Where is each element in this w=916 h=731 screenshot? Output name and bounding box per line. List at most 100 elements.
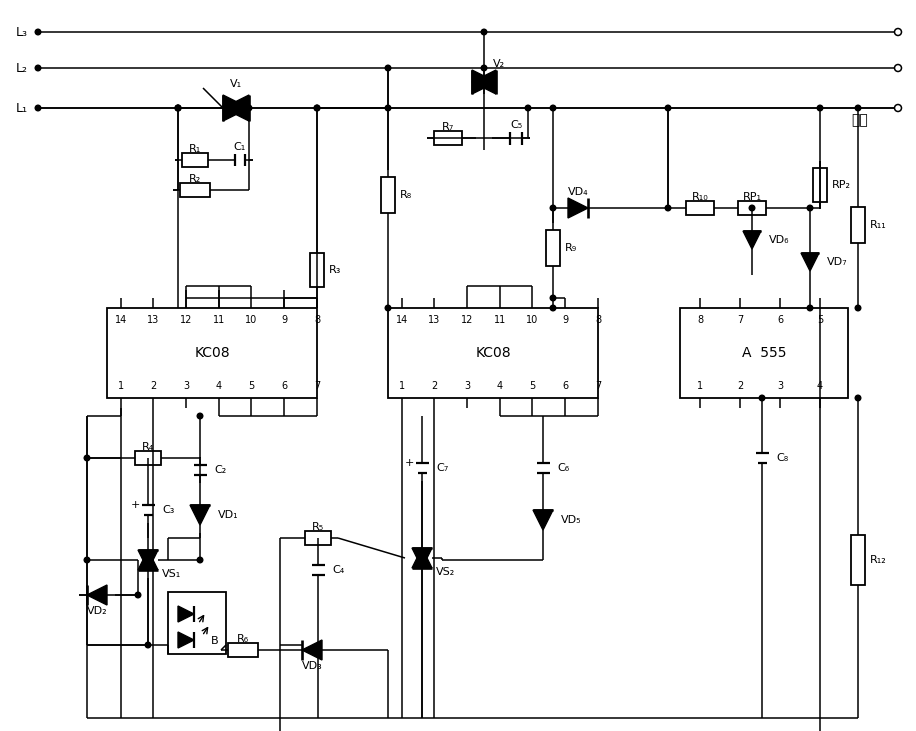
Text: 10: 10 (245, 315, 257, 325)
Text: C₅: C₅ (510, 120, 522, 130)
Circle shape (749, 205, 755, 211)
Polygon shape (801, 253, 819, 271)
Circle shape (146, 643, 151, 648)
Text: 负载: 负载 (852, 113, 868, 127)
Polygon shape (568, 198, 588, 218)
Text: VD₆: VD₆ (769, 235, 790, 245)
Text: 3: 3 (777, 381, 783, 391)
Bar (107, 308, 317, 398)
Circle shape (759, 395, 765, 401)
Text: 4: 4 (497, 381, 503, 391)
Circle shape (197, 413, 202, 419)
Text: 11: 11 (494, 315, 507, 325)
Bar (851, 535, 865, 585)
Bar (851, 207, 865, 243)
Circle shape (856, 105, 861, 111)
Polygon shape (223, 95, 249, 121)
Circle shape (386, 105, 391, 111)
Bar (228, 643, 258, 657)
Text: 14: 14 (396, 315, 409, 325)
Text: 4: 4 (817, 381, 823, 391)
Circle shape (807, 306, 812, 311)
Polygon shape (472, 70, 496, 94)
Text: V₂: V₂ (493, 59, 505, 69)
Bar (168, 592, 226, 654)
Polygon shape (302, 640, 322, 660)
Circle shape (197, 557, 202, 563)
Polygon shape (472, 70, 496, 94)
Text: 5: 5 (529, 381, 535, 391)
Bar (310, 253, 324, 287)
Text: C₁: C₁ (234, 142, 246, 152)
Circle shape (386, 306, 391, 311)
Text: L₁: L₁ (16, 102, 28, 115)
Text: B: B (211, 636, 218, 646)
Bar (434, 131, 462, 145)
Text: VD₄: VD₄ (568, 187, 588, 197)
Circle shape (84, 557, 90, 563)
Circle shape (551, 295, 556, 300)
Bar (680, 308, 848, 398)
Text: R₂: R₂ (189, 174, 202, 184)
Polygon shape (178, 606, 194, 622)
Polygon shape (533, 510, 553, 530)
Polygon shape (138, 550, 158, 570)
Text: R₇: R₇ (442, 122, 454, 132)
Bar (388, 308, 598, 398)
Bar (738, 201, 766, 215)
Text: 1: 1 (399, 381, 405, 391)
Text: 5: 5 (817, 315, 823, 325)
Text: VD₅: VD₅ (561, 515, 582, 525)
Circle shape (481, 29, 486, 35)
Text: 2: 2 (150, 381, 156, 391)
Text: A  555: A 555 (742, 346, 786, 360)
Circle shape (856, 306, 861, 311)
Text: C₂: C₂ (214, 465, 226, 475)
Polygon shape (87, 585, 107, 605)
Text: V₁: V₁ (230, 79, 242, 89)
Text: 6: 6 (777, 315, 783, 325)
Text: 7: 7 (736, 315, 743, 325)
Text: R₈: R₈ (400, 190, 412, 200)
Text: 7: 7 (314, 381, 320, 391)
Text: VD₃: VD₃ (301, 661, 322, 671)
Text: VS₂: VS₂ (436, 567, 455, 577)
Text: R₁₁: R₁₁ (870, 220, 887, 230)
Text: C₈: C₈ (776, 453, 788, 463)
Circle shape (175, 105, 180, 111)
Circle shape (136, 592, 141, 598)
Bar (305, 531, 331, 545)
Bar (686, 201, 714, 215)
Circle shape (525, 105, 530, 111)
Text: R₄: R₄ (142, 442, 154, 452)
Bar (180, 183, 210, 197)
Text: VD₇: VD₇ (827, 257, 847, 267)
Text: 3: 3 (463, 381, 470, 391)
Circle shape (314, 105, 320, 111)
Bar (546, 230, 560, 266)
Text: R₃: R₃ (329, 265, 342, 275)
Circle shape (895, 29, 901, 36)
Polygon shape (138, 550, 158, 570)
Text: R₆: R₆ (237, 634, 249, 644)
Text: 11: 11 (213, 315, 225, 325)
Text: 3: 3 (183, 381, 189, 391)
Text: 8: 8 (594, 315, 601, 325)
Text: 12: 12 (461, 315, 474, 325)
Circle shape (895, 105, 901, 112)
Text: R₁₂: R₁₂ (870, 555, 887, 565)
Text: +: + (131, 500, 140, 510)
Text: 4: 4 (216, 381, 222, 391)
Circle shape (84, 455, 90, 461)
Circle shape (856, 395, 861, 401)
Text: 9: 9 (562, 315, 568, 325)
Text: RP₂: RP₂ (832, 180, 851, 190)
Circle shape (807, 205, 812, 211)
Text: +: + (405, 458, 414, 468)
Polygon shape (190, 505, 210, 525)
Text: 8: 8 (697, 315, 703, 325)
Circle shape (175, 105, 180, 111)
Circle shape (35, 29, 41, 35)
Circle shape (551, 306, 556, 311)
Text: RP₁: RP₁ (743, 192, 761, 202)
